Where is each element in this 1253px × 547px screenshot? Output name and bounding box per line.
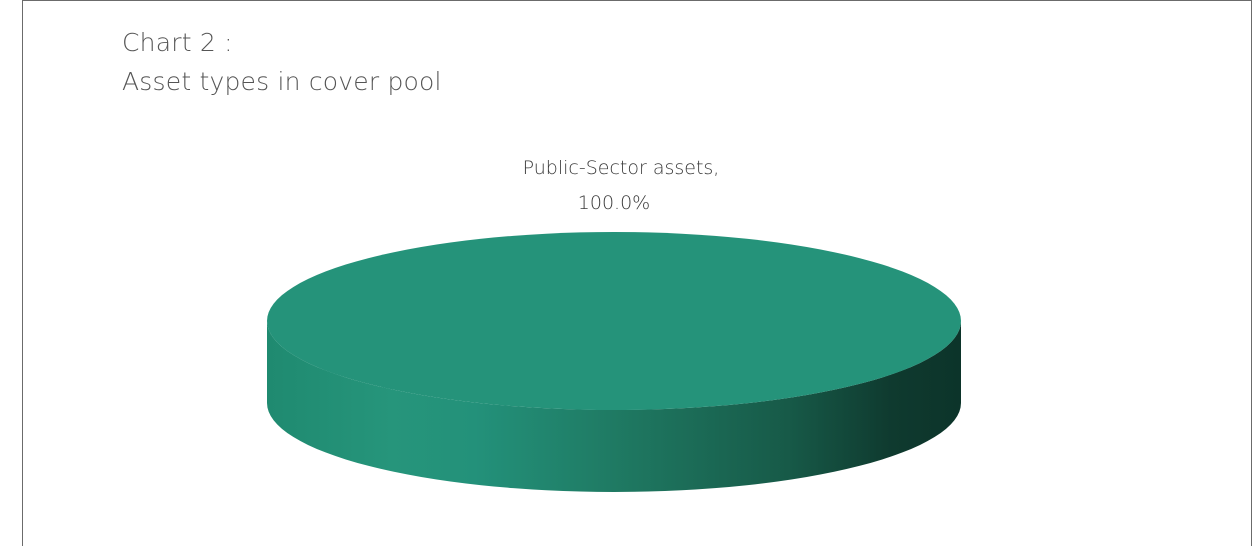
chart-area: Chart 2 : Asset types in cover pool <box>22 0 1252 546</box>
pie-slice-top-0 <box>267 232 961 410</box>
pie-slice-side <box>267 321 961 492</box>
chart-title-line-2: Asset types in cover pool <box>122 67 442 96</box>
data-labels: Public-Sector assets, 100.0% <box>523 157 720 214</box>
pie-slices <box>267 232 961 492</box>
data-label-line-2: 100.0% <box>578 192 650 214</box>
data-label-line-1: Public-Sector assets, <box>523 157 720 179</box>
chart-title-line-1: Chart 2 : <box>122 28 233 57</box>
